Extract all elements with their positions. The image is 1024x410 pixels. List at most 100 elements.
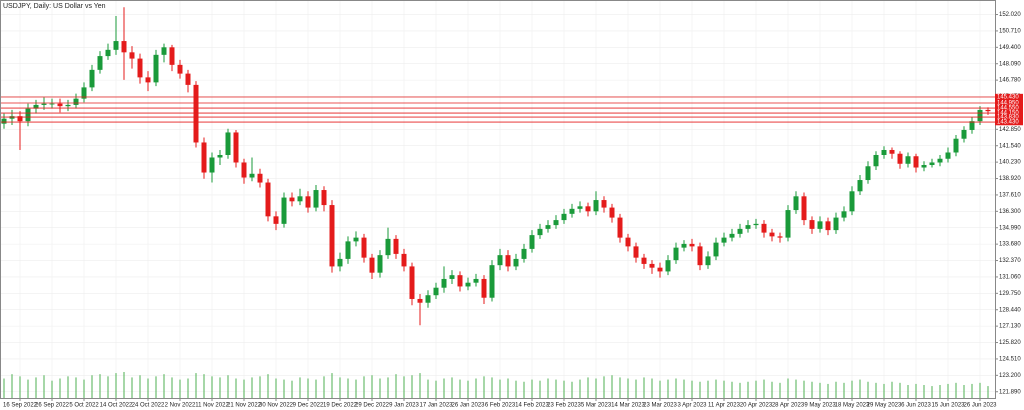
volume-bar	[139, 375, 141, 398]
candle-body	[41, 103, 47, 105]
candle-body	[817, 221, 823, 229]
candle-body	[841, 211, 847, 218]
level-label: 144.550	[997, 106, 1019, 112]
volume-bar	[699, 381, 701, 398]
candle-body	[553, 220, 559, 226]
candle-body	[969, 121, 975, 130]
volume-bar	[323, 376, 325, 398]
candle-body	[753, 223, 759, 226]
x-tick-label: 5 Mar 2023	[581, 403, 612, 409]
volume-bar	[739, 382, 741, 398]
candle-body	[593, 200, 599, 212]
volume-bar	[891, 381, 893, 398]
volume-bar	[771, 381, 773, 398]
volume-bar	[827, 383, 829, 398]
volume-bar	[347, 378, 349, 398]
volume-bar	[363, 376, 365, 398]
candle-body	[937, 158, 943, 163]
volume-bar	[859, 379, 861, 398]
candle-body	[465, 282, 471, 287]
volume-bar	[603, 376, 605, 398]
candle-body	[377, 255, 383, 273]
volume-bar	[251, 377, 253, 398]
candle-body	[49, 103, 55, 105]
plot-frame	[0, 0, 996, 399]
volume-bar	[779, 382, 781, 398]
volume-bar	[931, 386, 933, 398]
volume-bar	[723, 380, 725, 398]
volume-bar	[291, 380, 293, 398]
volume-bar	[579, 379, 581, 398]
x-tick-label: 21 Nov 2022	[227, 403, 262, 409]
y-tick-label: 123.200	[999, 373, 1021, 379]
volume-bar	[915, 383, 917, 398]
candle-body	[233, 132, 239, 163]
candle-body	[25, 108, 31, 122]
candle-body	[561, 213, 567, 221]
candle-body	[137, 58, 143, 78]
candle-body	[985, 109, 991, 112]
candle-body	[873, 154, 879, 167]
candle-body	[273, 216, 279, 224]
volume-bar	[19, 376, 21, 398]
volume-bar	[67, 376, 69, 398]
candle-body	[497, 255, 503, 266]
volume-bar	[163, 374, 165, 398]
candle-body	[473, 278, 479, 283]
x-tick-label: 11 Nov 2022	[195, 403, 229, 409]
x-tick-label: 26 Jan 2023	[451, 403, 485, 409]
y-tick-label: 129.750	[999, 291, 1021, 297]
candle-body	[769, 232, 775, 237]
x-tick-label: 26 Sep 2022	[35, 403, 70, 409]
candle-body	[249, 173, 255, 178]
x-tick-label: 3 Apr 2023	[677, 403, 707, 409]
candle-body	[153, 54, 159, 83]
candle-body	[129, 52, 135, 59]
volume-bar	[227, 375, 229, 398]
volume-bar	[459, 379, 461, 398]
y-tick-label: 132.370	[999, 258, 1021, 264]
volume-bar	[499, 379, 501, 398]
candle-body	[745, 225, 751, 229]
volume-bar	[907, 385, 909, 398]
volume-bar	[627, 378, 629, 398]
volume-bar	[475, 378, 477, 398]
candle-body	[321, 190, 327, 206]
y-tick-label: 138.920	[999, 176, 1021, 182]
volume-bar	[851, 380, 853, 398]
candle-body	[65, 104, 71, 107]
volume-bar	[803, 380, 805, 398]
volume-bar	[795, 379, 797, 398]
candle-body	[289, 197, 295, 202]
candle-body	[809, 220, 815, 229]
candle-body	[457, 275, 463, 287]
y-tick-label: 150.710	[999, 29, 1021, 35]
candle-body	[529, 235, 535, 249]
volume-bar	[83, 379, 85, 398]
volume-bar	[939, 385, 941, 398]
volume-bar	[443, 378, 445, 398]
volume-bar	[275, 378, 277, 398]
x-tick-label: 18 May 2023	[835, 403, 870, 409]
y-tick-label: 146.780	[999, 78, 1021, 84]
candle-body	[761, 223, 767, 233]
volume-bar	[235, 378, 237, 398]
candle-body	[865, 166, 871, 181]
candle-body	[425, 295, 431, 303]
volume-bar	[107, 376, 109, 398]
volume-bar	[203, 374, 205, 398]
volume-bar	[3, 378, 5, 398]
candle-body	[793, 196, 799, 211]
x-tick-label: 28 Apr 2023	[772, 403, 805, 409]
y-tick-label: 127.130	[999, 324, 1021, 330]
volume-bar	[539, 380, 541, 398]
volume-bar	[635, 379, 637, 398]
y-tick-label: 152.020	[999, 12, 1021, 18]
y-tick-label: 148.090	[999, 61, 1021, 67]
x-tick-label: 26 Jun 2023	[963, 403, 997, 409]
volume-bar	[283, 379, 285, 398]
x-tick-label: 24 Oct 2022	[132, 403, 165, 409]
volume-bar	[707, 380, 709, 398]
y-tick-label: 124.510	[999, 357, 1021, 363]
volume-bar	[955, 382, 957, 398]
